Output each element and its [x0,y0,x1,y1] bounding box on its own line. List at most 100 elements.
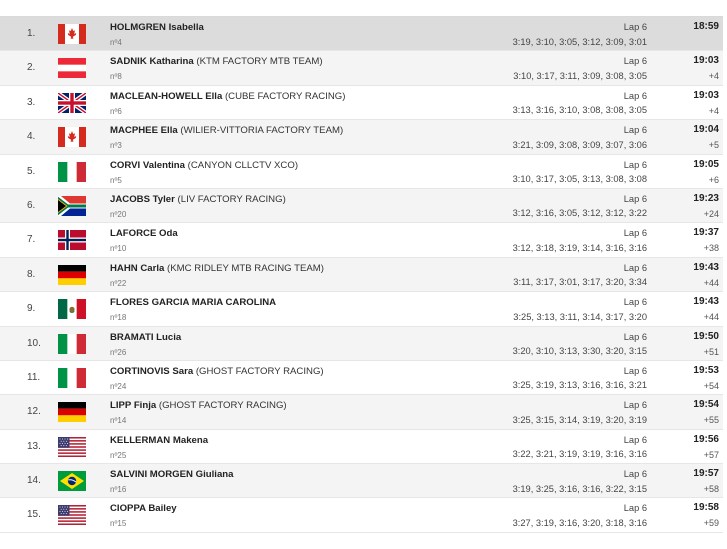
bib-number: nº6 [110,106,122,116]
lap-label: Lap 6 [623,90,647,101]
lap-label: Lap 6 [623,159,647,170]
team-name: (WILIER-VITTORIA FACTORY TEAM) [177,125,344,137]
rider-name: LIPP Finja [110,400,157,412]
bib-number: nº22 [110,278,127,288]
total-time: 19:54 [693,399,719,411]
germany-flag-icon [58,402,86,423]
team-name: (GHOST FACTORY RACING) [156,400,287,412]
position: 12. [27,406,41,418]
total-time: 19:05 [693,158,719,170]
position: 1. [27,28,36,39]
lap-splits: 3:25, 3:15, 3:14, 3:19, 3:20, 3:19 [512,414,647,425]
lap-splits: 3:10, 3:17, 3:05, 3:13, 3:08, 3:08 [512,174,647,185]
result-row[interactable]: 15. CIOPPA Bailey nº15 Lap 6 3:27, 3:19,… [0,498,723,533]
lap-label: Lap 6 [623,262,647,273]
time-gap: +58 [703,484,719,495]
rider-name-line: JACOBS Tyler (LIV FACTORY RACING) [110,194,286,205]
time-gap: +38 [703,243,719,254]
results-table: 1. HOLMGREN Isabella nº4 Lap 6 3:19, 3:1… [0,16,723,533]
result-row[interactable]: 10. BRAMATI Lucia nº26 Lap 6 3:20, 3:10,… [0,326,723,361]
total-time: 19:57 [693,468,719,480]
lap-splits: 3:13, 3:16, 3:10, 3:08, 3:08, 3:05 [512,105,647,116]
total-time: 19:53 [693,364,719,376]
result-row[interactable]: 8. HAHN Carla (KMC RIDLEY MTB RACING TEA… [0,257,723,293]
rider-name: CIOPPA Bailey [110,503,177,515]
lap-splits: 3:11, 3:17, 3:01, 3:17, 3:20, 3:34 [513,277,647,288]
usa-flag-icon [58,505,86,526]
result-row[interactable]: 7. LAFORCE Oda nº10 Lap 6 3:12, 3:18, 3:… [0,223,723,258]
position: 15. [27,509,41,521]
position: 9. [27,303,36,315]
rider-name-line: BRAMATI Lucia [110,332,181,343]
lap-splits: 3:12, 3:16, 3:05, 3:12, 3:12, 3:22 [512,208,647,219]
rider-name-line: LAFORCE Oda [110,228,178,239]
result-row[interactable]: 5. CORVI Valentina (CANYON CLLCTV XCO) n… [0,154,723,189]
rider-name-line: FLORES GARCIA MARIA CAROLINA [110,297,276,308]
total-time: 19:43 [693,296,719,308]
time-gap: +59 [703,518,719,529]
position: 14. [27,475,41,487]
position: 10. [27,337,41,349]
team-name: (GHOST FACTORY RACING) [193,365,324,377]
time-gap: +54 [703,380,719,391]
result-row[interactable]: 14. SALVINI MORGEN Giuliana nº16 Lap 6 3… [0,464,723,499]
bib-number: nº10 [110,244,127,254]
rider-name-line: MACLEAN-HOWELL Ella (CUBE FACTORY RACING… [110,91,345,102]
time-gap: +5 [708,140,719,151]
rider-name: MACPHEE Ella [110,125,178,137]
brazil-flag-icon [58,471,86,492]
lap-label: Lap 6 [623,297,647,308]
austria-flag-icon [58,58,86,79]
result-row[interactable]: 6. JACOBS Tyler (LIV FACTORY RACING) nº2… [0,188,723,224]
lap-splits: 3:22, 3:21, 3:19, 3:19, 3:16, 3:16 [512,449,647,460]
position: 7. [27,234,36,246]
bib-number: nº18 [110,313,127,323]
bib-number: nº5 [110,175,122,185]
germany-flag-icon [58,264,86,285]
lap-splits: 3:25, 3:13, 3:11, 3:14, 3:17, 3:20 [513,311,647,322]
lap-splits: 3:21, 3:09, 3:08, 3:09, 3:07, 3:06 [512,139,647,150]
lap-label: Lap 6 [623,400,647,411]
time-gap: +24 [703,208,719,219]
position: 8. [27,268,36,280]
result-row[interactable]: 13. KELLERMAN Makena nº25 Lap 6 3:22, 3:… [0,429,723,465]
lap-label: Lap 6 [623,22,647,32]
rider-name-line: CORTINOVIS Sara (GHOST FACTORY RACING) [110,366,324,377]
rider-name-line: HOLMGREN Isabella [110,22,204,33]
lap-label: Lap 6 [623,193,647,204]
result-row[interactable]: 1. HOLMGREN Isabella nº4 Lap 6 3:19, 3:1… [0,17,723,52]
bib-number: nº25 [110,450,127,460]
rider-name-line: LIPP Finja (GHOST FACTORY RACING) [110,400,287,411]
position: 11. [27,371,41,383]
result-row[interactable]: 4. MACPHEE Ella (WILIER-VITTORIA FACTORY… [0,120,723,155]
rider-name: MACLEAN-HOWELL Ella [110,90,223,102]
italy-flag-icon [58,367,86,388]
time-gap: +44 [703,312,719,323]
result-row[interactable]: 2. SADNIK Katharina (KTM FACTORY MTB TEA… [0,51,723,86]
position: 6. [27,199,36,211]
total-time: 19:43 [693,261,719,273]
result-row[interactable]: 9. FLORES GARCIA MARIA CAROLINA nº18 Lap… [0,292,723,327]
total-time: 19:58 [693,502,719,514]
lap-label: Lap 6 [623,125,647,136]
usa-flag-icon [58,436,86,457]
rider-name: SALVINI MORGEN Giuliana [110,469,234,481]
total-time: 19:56 [693,433,719,445]
team-name: (LIV FACTORY RACING) [174,193,286,205]
lap-label: Lap 6 [623,434,647,445]
rider-name: HAHN Carla [110,262,165,274]
bib-number: nº16 [110,485,127,495]
canada-flag-icon [58,24,86,44]
rider-name: KELLERMAN Makena [110,434,209,446]
total-time: 19:37 [693,227,719,239]
result-row[interactable]: 11. CORTINOVIS Sara (GHOST FACTORY RACIN… [0,360,723,396]
bib-number: nº4 [110,38,122,47]
total-time: 19:23 [693,192,719,204]
lap-splits: 3:19, 3:10, 3:05, 3:12, 3:09, 3:01 [512,36,647,47]
lap-splits: 3:10, 3:17, 3:11, 3:09, 3:08, 3:05 [513,70,647,81]
result-row[interactable]: 12. LIPP Finja (GHOST FACTORY RACING) nº… [0,395,723,430]
team-name: (CUBE FACTORY RACING) [222,90,346,102]
rider-name-line: HAHN Carla (KMC RIDLEY MTB RACING TEAM) [110,263,324,274]
lap-splits: 3:20, 3:10, 3:13, 3:30, 3:20, 3:15 [512,346,647,357]
result-row[interactable]: 3. MACLEAN-HOWELL Ella (CUBE FACTORY RAC… [0,85,723,121]
